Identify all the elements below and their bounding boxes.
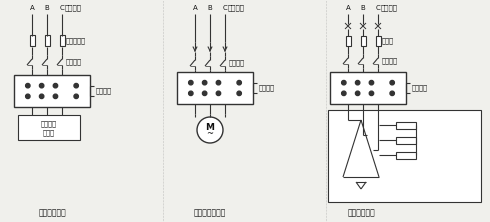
Circle shape [355, 91, 360, 95]
Text: A: A [29, 5, 34, 11]
Text: C: C [60, 5, 64, 11]
Text: 控制阻性负载: 控制阻性负载 [347, 208, 375, 218]
Bar [59, 36, 65, 46]
Circle shape [237, 91, 242, 95]
Text: B: B [208, 5, 212, 11]
Text: 隔离开关: 隔离开关 [229, 60, 245, 66]
Circle shape [342, 91, 346, 95]
Text: 控制三相电动机: 控制三相电动机 [194, 208, 226, 218]
Bar [328, 110, 481, 202]
Circle shape [74, 83, 78, 88]
Circle shape [53, 83, 58, 88]
Text: A: A [193, 5, 197, 11]
Bar [345, 36, 350, 46]
Text: C: C [376, 5, 380, 11]
Text: 负载电源: 负载电源 [65, 5, 82, 11]
Text: 控制电源: 控制电源 [412, 85, 428, 91]
Text: B: B [45, 5, 49, 11]
Bar [396, 121, 416, 129]
Bar [396, 151, 416, 159]
Bar [18, 115, 80, 140]
Circle shape [197, 117, 223, 143]
Text: 负载电源: 负载电源 [228, 5, 245, 11]
Circle shape [189, 91, 193, 95]
Text: A: A [345, 5, 350, 11]
Bar [29, 36, 34, 46]
Bar [375, 36, 381, 46]
Circle shape [237, 80, 242, 85]
Circle shape [25, 83, 30, 88]
Text: 控制电源: 控制电源 [259, 85, 275, 91]
Text: ~: ~ [206, 129, 214, 139]
Circle shape [369, 91, 374, 95]
Text: M: M [205, 123, 215, 133]
Circle shape [74, 94, 78, 99]
Bar [396, 137, 416, 143]
Circle shape [39, 94, 44, 99]
Text: 普通使用方法: 普通使用方法 [38, 208, 66, 218]
Text: 快速熔断器: 快速熔断器 [66, 38, 86, 44]
Circle shape [53, 94, 58, 99]
Circle shape [369, 80, 374, 85]
Bar [361, 36, 366, 46]
Circle shape [390, 91, 394, 95]
Text: 阻性或感: 阻性或感 [41, 121, 57, 127]
Text: 断路器: 断路器 [382, 38, 394, 44]
Circle shape [342, 80, 346, 85]
Circle shape [25, 94, 30, 99]
Circle shape [390, 80, 394, 85]
Text: B: B [361, 5, 366, 11]
Bar [45, 36, 49, 46]
Circle shape [355, 80, 360, 85]
Bar [14, 75, 90, 107]
Circle shape [189, 80, 193, 85]
Bar [177, 72, 253, 104]
Circle shape [39, 83, 44, 88]
Circle shape [216, 80, 220, 85]
Text: C: C [222, 5, 227, 11]
Text: 负载电源: 负载电源 [381, 5, 398, 11]
Text: 隔离开关: 隔离开关 [66, 59, 82, 65]
Circle shape [216, 91, 220, 95]
Text: 隔离开关: 隔离开关 [382, 58, 398, 64]
Text: 性负载: 性负载 [43, 130, 55, 136]
Bar [330, 72, 406, 104]
Circle shape [202, 91, 207, 95]
Circle shape [202, 80, 207, 85]
Text: 控制电源: 控制电源 [96, 88, 112, 94]
